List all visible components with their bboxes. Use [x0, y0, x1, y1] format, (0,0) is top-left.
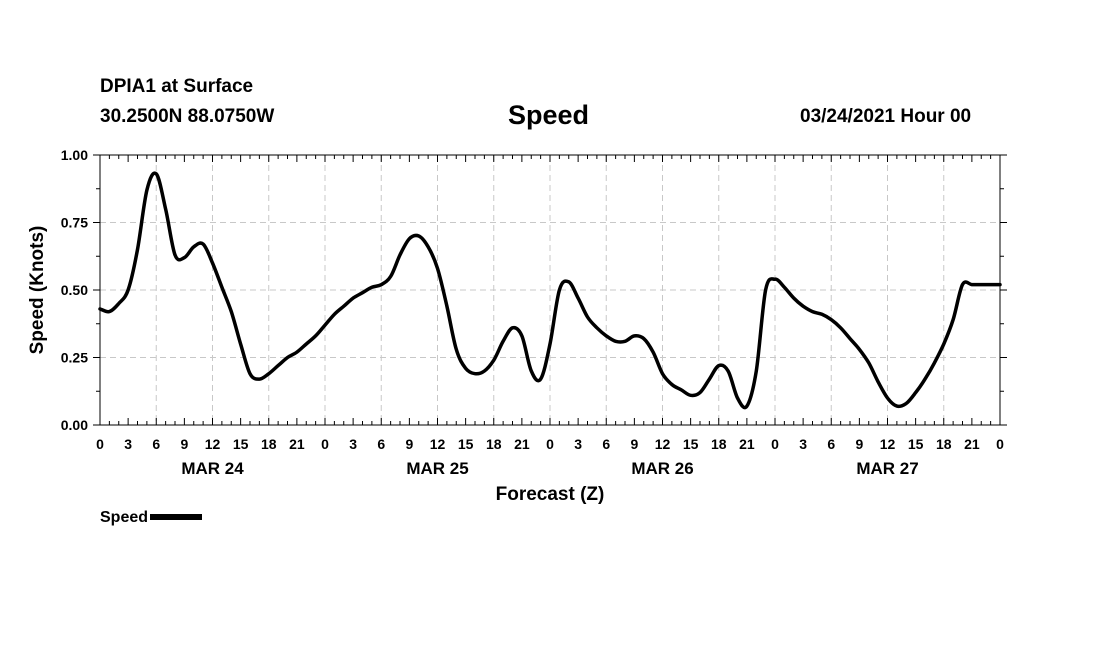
x-tick-label: 15 [908, 436, 924, 452]
x-tick-label: 9 [630, 436, 638, 452]
x-tick-label: 0 [771, 436, 779, 452]
speed-series-line [98, 171, 1002, 410]
x-tick-label: 0 [996, 436, 1004, 452]
x-tick-label: 21 [289, 436, 305, 452]
x-tick-label: 15 [683, 436, 699, 452]
x-tick-label: 3 [349, 436, 357, 452]
x-tick-label: 9 [180, 436, 188, 452]
y-tick-label: 0.75 [61, 215, 88, 231]
y-tick-label: 0.25 [61, 350, 88, 366]
legend-line-swatch [150, 513, 203, 520]
x-tick-label: 0 [321, 436, 329, 452]
axes: 0 3 6 9 12 15 18 21 0 3 6 9 12 15 18 21 0 3 6 9 12 15 18 21 0 3 6 9… [61, 147, 1007, 478]
y-tick-label: 1.00 [61, 147, 88, 163]
x-tick-label: 18 [711, 436, 727, 452]
x-tick-label: 12 [430, 436, 446, 452]
y-tick-label: 0.00 [61, 417, 88, 433]
x-tick-label: 0 [546, 436, 554, 452]
x-tick-label: 21 [739, 436, 755, 452]
coordinates-label: 30.2500N 88.0750W [100, 106, 275, 127]
grid-lines [100, 155, 1000, 425]
legend-label: Speed [100, 509, 149, 526]
x-tick-label: 18 [486, 436, 502, 452]
day-label: MAR 25 [406, 459, 468, 478]
forecast-datetime: 03/24/2021 Hour 00 [800, 106, 972, 127]
x-tick-label: 15 [458, 436, 474, 452]
x-tick-label: 3 [799, 436, 807, 452]
series-layer [98, 171, 1002, 410]
day-label: MAR 27 [856, 459, 918, 478]
x-tick-label: 6 [602, 436, 610, 452]
x-tick-label: 18 [936, 436, 952, 452]
day-label: MAR 26 [631, 459, 693, 478]
x-tick-label: 21 [514, 436, 530, 452]
legend: Speed [100, 509, 203, 527]
x-tick-label: 0 [96, 436, 104, 452]
x-tick-label: 6 [827, 436, 835, 452]
x-tick-label: 15 [233, 436, 249, 452]
x-tick-label: 12 [205, 436, 221, 452]
x-tick-label: 9 [405, 436, 413, 452]
x-tick-label: 12 [880, 436, 896, 452]
day-label: MAR 24 [181, 459, 244, 478]
x-tick-label: 6 [377, 436, 385, 452]
x-tick-label: 9 [855, 436, 863, 452]
y-axis-title: Speed (Knots) [27, 226, 48, 355]
x-tick-label: 3 [124, 436, 132, 452]
x-tick-label: 12 [655, 436, 671, 452]
chart-title: Speed [508, 100, 590, 130]
x-tick-label: 6 [152, 436, 160, 452]
y-tick-label: 0.50 [61, 282, 88, 298]
x-tick-label: 18 [261, 436, 277, 452]
station-label: DPIA1 at Surface [100, 76, 254, 97]
x-axis-title: Forecast (Z) [496, 484, 605, 505]
x-tick-label: 3 [574, 436, 582, 452]
x-tick-label: 21 [964, 436, 980, 452]
